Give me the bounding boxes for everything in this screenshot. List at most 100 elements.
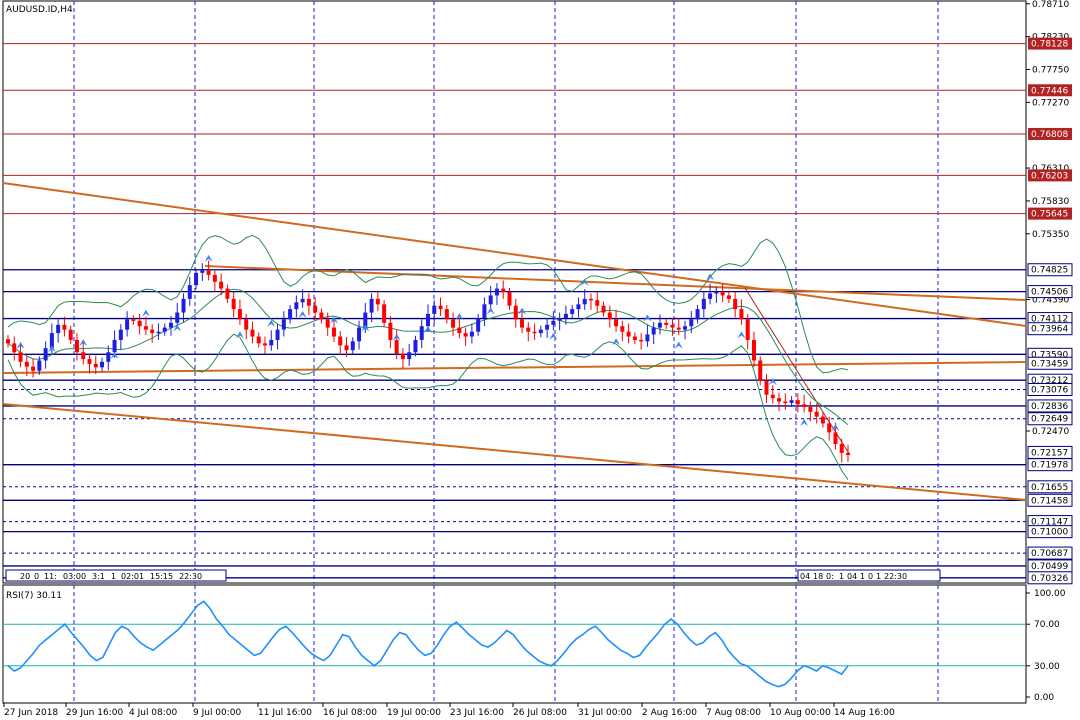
candle-body [256,336,261,344]
price-level-tag-blue [1027,356,1073,370]
candle-body [676,327,681,330]
price-level-tag-label: 0.75645 [1031,210,1068,220]
candle-body [382,304,387,323]
price-tick-label: 0.77750 [1032,65,1069,75]
event-strip-item: 0: [826,572,834,581]
fractal-arrow-icon [486,307,495,315]
time-tick-label: 26 Jul 08:00 [513,708,567,718]
price-level-tag-label: 0.73590 [1031,350,1068,360]
candle-body [156,331,161,334]
fractal-arrow-icon [549,332,558,340]
price-level-tag-blue [1027,383,1073,397]
event-strip-item: 22:30 [884,572,907,581]
candle-body [313,305,318,313]
candle-body [275,329,280,340]
price-level-tag-blue [1027,571,1073,585]
candle-body [426,313,430,327]
price-level-tag-label: 0.72836 [1031,402,1068,412]
rsi-axis: 100.00 70.00 30.00 0.00 [1026,589,1066,703]
fractal-arrow-icon [204,254,213,262]
candle-body [31,366,36,371]
candle-body [175,312,180,323]
price-level-tag-label: 0.72157 [1031,448,1068,458]
candle-body [507,292,512,306]
candle-body [469,331,474,337]
candle-body [394,339,399,354]
candle-body [37,360,42,371]
price-level-tag-blue [1027,399,1073,413]
candle-body [263,343,268,346]
candle-body [56,324,61,334]
rsi-line [7,600,849,688]
candle-body [820,416,825,424]
candle-body [6,339,10,344]
price-level-tag-blue [1027,263,1073,277]
price-axis: 0.787100.782300.777500.772700.763100.758… [1026,0,1073,585]
fractal-markers [16,254,840,432]
candle-body [369,298,374,313]
bollinger-upper-band [7,234,849,374]
candle-body [614,319,619,327]
event-strip-item: 11: [44,572,57,581]
candle-body [657,322,662,328]
price-level-tag-label: 0.71000 [1031,528,1068,538]
candle-body [338,336,343,346]
candle-body [808,407,813,412]
candle-body [350,341,355,351]
price-level-tag-label: 0.74825 [1031,266,1068,276]
fractal-arrow-icon [79,339,88,347]
candle-body [563,313,568,319]
price-level-tag-label: 0.73076 [1031,386,1068,396]
time-tick-label: 9 Jul 00:00 [193,708,242,718]
time-tick-label: 7 Aug 08:00 [706,708,761,718]
candle-body [588,298,593,301]
candle-body [331,327,336,337]
price-level-tag-label: 0.71978 [1031,461,1068,471]
candle-body [532,331,537,334]
candle-body [777,398,782,402]
price-level-tag-label: 0.71458 [1031,496,1068,506]
candle-body [733,298,738,310]
candle-body [181,298,186,313]
candlesticks [6,260,850,463]
rsi-tick-label: 70.00 [1034,620,1060,630]
candle-body [68,329,73,340]
fractal-arrow-icon [235,331,244,339]
fractal-arrow-icon [768,378,777,386]
candle-body [758,360,763,382]
fractal-arrow-icon [110,351,119,359]
candle-body [300,298,305,303]
time-tick-label: 19 Jul 00:00 [387,708,441,718]
rsi-panel-frame[interactable] [2,584,1027,704]
candle-body [620,326,625,332]
candle-body [432,305,437,314]
price-level-tag-label: 0.70499 [1031,562,1068,572]
candle-body [814,411,819,417]
candle-body [476,318,481,332]
price-level-tag-label: 0.73459 [1031,359,1068,369]
price-level-tag-label: 0.70687 [1031,549,1068,559]
event-strip-item: 1 [839,572,844,581]
candle-body [526,327,531,332]
price-level-tag-label: 0.71655 [1031,483,1068,493]
candle-body [413,339,418,353]
price-tick-label: 0.74390 [1032,296,1069,306]
event-strip-item: 1 [876,572,881,581]
price-level-tag-label: 0.70326 [1031,574,1068,584]
price-level-tag-label: 0.77446 [1031,86,1068,96]
fractal-arrow-icon [800,419,809,427]
price-level-tag-blue [1027,412,1073,426]
time-axis: 27 Jun 2018 29 Jun 16:00 4 Jul 08:00 9 Jul … [3,703,895,718]
event-strip-item: 02:01 [121,572,144,581]
candle-body [632,336,637,340]
price-tick-label: 0.75350 [1032,230,1069,240]
rsi-tick-label: 0.00 [1034,693,1054,703]
price-level-tag-label: 0.74506 [1031,288,1068,298]
price-level-tag-blue [1027,493,1073,507]
candle-body [770,394,775,399]
price-level-tag-label: 0.74112 [1031,315,1068,325]
event-strip-item: 03:00 [63,572,86,581]
candle-body [407,352,412,360]
candle-body [651,327,656,335]
